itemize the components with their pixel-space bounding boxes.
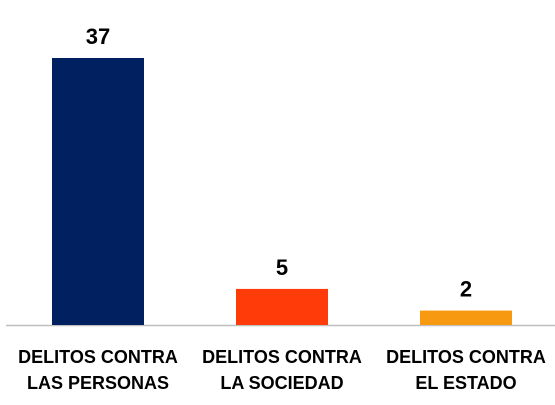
value-label: 5 (276, 255, 288, 280)
bar (236, 288, 328, 325)
x-tick-label: DELITOS CONTRA LA SOCIEDAD (202, 347, 362, 393)
bar (52, 58, 144, 325)
value-label: 37 (86, 24, 110, 49)
value-label: 2 (460, 277, 472, 302)
x-tick-label: DELITOS CONTRA EL ESTADO (386, 347, 546, 393)
x-tick-label: DELITOS CONTRA LAS PERSONAS (18, 347, 178, 393)
bar (420, 310, 512, 325)
